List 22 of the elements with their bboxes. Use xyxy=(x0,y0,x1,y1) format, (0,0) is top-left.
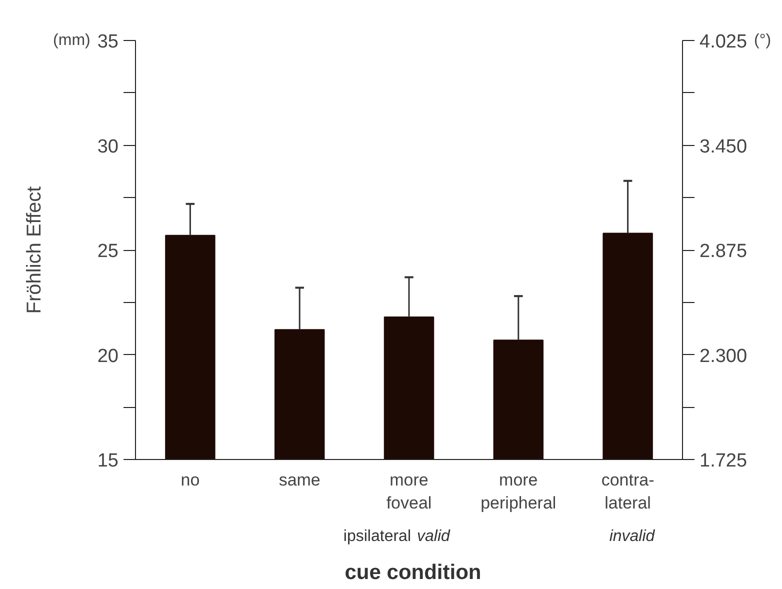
x-tick-label: same xyxy=(278,470,320,490)
x-axis-title: cue condition xyxy=(344,560,482,586)
y2-tick-label: 1.725 xyxy=(700,450,748,472)
text: invalid xyxy=(609,527,655,547)
y2-tick-label: 3.450 xyxy=(700,136,748,158)
text: valid xyxy=(417,527,450,547)
y-tick-label: 20 xyxy=(97,346,119,367)
text: (mm) xyxy=(53,32,90,49)
y-tick-label: 25 xyxy=(97,241,119,262)
y2-tick-label: 2.875 xyxy=(700,241,748,262)
x-tick-label: no xyxy=(180,470,200,490)
y2-tick-label: 4.025 xyxy=(700,32,748,52)
x-tick-label: more peripheral xyxy=(480,470,556,512)
text: (°) xyxy=(754,32,772,49)
y-axis-title: Fröhlich Effect xyxy=(24,186,46,314)
x-tick-label: more foveal xyxy=(386,470,432,512)
y-tick-label: 15 xyxy=(97,450,119,472)
text: ipsilateral xyxy=(343,527,411,547)
x-tick-label: contra- lateral xyxy=(601,470,654,512)
y2-tick-label: 2.300 xyxy=(700,346,748,367)
y-tick-label: 30 xyxy=(97,136,119,158)
y-tick-label: 35 xyxy=(97,32,119,52)
